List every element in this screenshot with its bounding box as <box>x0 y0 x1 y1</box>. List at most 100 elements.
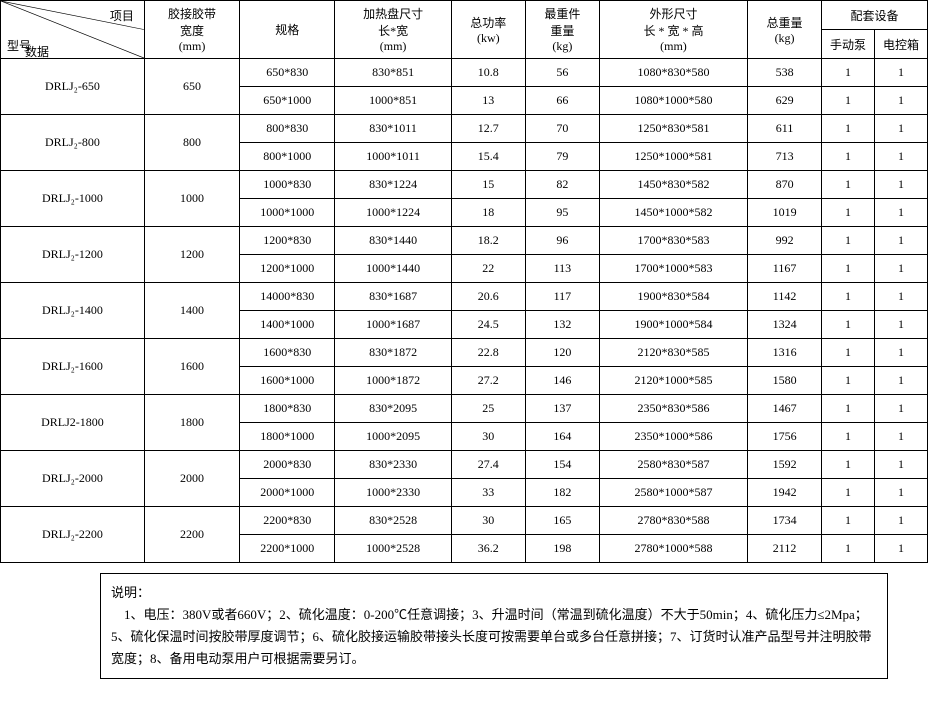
model-cell: DRLJ₂-1600 <box>1 339 145 395</box>
table-row: DRLJ₂-100010001000*830830*122415821450*8… <box>1 171 928 199</box>
data-cell: 56 <box>525 59 599 87</box>
spec-table: 项目数据型号胶接胶带 宽度 (mm)规格加热盘尺寸 长*宽 (mm)总功率 (k… <box>0 0 928 563</box>
data-cell: 1580 <box>748 367 822 395</box>
col-header-6: 总重量 (kg) <box>748 1 822 59</box>
data-cell: 96 <box>525 227 599 255</box>
data-cell: 2350*830*586 <box>599 395 747 423</box>
data-cell: 1316 <box>748 339 822 367</box>
model-cell: DRLJ₂-2000 <box>1 451 145 507</box>
data-cell: 830*1687 <box>335 283 451 311</box>
data-cell: 1080*1000*580 <box>599 87 747 115</box>
data-cell: 1000*2095 <box>335 423 451 451</box>
data-cell: 1600*830 <box>240 339 335 367</box>
data-cell: 1800*830 <box>240 395 335 423</box>
data-cell: 830*1440 <box>335 227 451 255</box>
data-cell: 1000*1000 <box>240 199 335 227</box>
data-cell: 25 <box>451 395 525 423</box>
data-cell: 830*2330 <box>335 451 451 479</box>
table-row: DRLJ₂-1400140014000*830830*168720.611719… <box>1 283 928 311</box>
data-cell: 12.7 <box>451 115 525 143</box>
data-cell: 2780*1000*588 <box>599 535 747 563</box>
data-cell: 1 <box>822 507 875 535</box>
data-cell: 870 <box>748 171 822 199</box>
data-cell: 1600*1000 <box>240 367 335 395</box>
data-cell: 1000*2528 <box>335 535 451 563</box>
data-cell: 830*1011 <box>335 115 451 143</box>
width-cell: 2200 <box>144 507 239 563</box>
data-cell: 1 <box>875 255 928 283</box>
diag-bot: 型号 <box>7 37 31 54</box>
model-cell: DRLJ₂-1400 <box>1 283 145 339</box>
data-cell: 1200*1000 <box>240 255 335 283</box>
width-cell: 650 <box>144 59 239 115</box>
data-cell: 830*2528 <box>335 507 451 535</box>
data-cell: 1900*830*584 <box>599 283 747 311</box>
table-row: DRLJ2-180018001800*830830*2095251372350*… <box>1 395 928 423</box>
data-cell: 70 <box>525 115 599 143</box>
data-cell: 650*830 <box>240 59 335 87</box>
data-cell: 2350*1000*586 <box>599 423 747 451</box>
data-cell: 164 <box>525 423 599 451</box>
data-cell: 1 <box>875 395 928 423</box>
data-cell: 1 <box>875 451 928 479</box>
data-cell: 10.8 <box>451 59 525 87</box>
col-header-4: 最重件 重量 (kg) <box>525 1 599 59</box>
data-cell: 2120*1000*585 <box>599 367 747 395</box>
data-cell: 120 <box>525 339 599 367</box>
data-cell: 1000*830 <box>240 171 335 199</box>
model-cell: DRLJ2-1800 <box>1 395 145 451</box>
data-cell: 1 <box>822 199 875 227</box>
data-cell: 1450*1000*582 <box>599 199 747 227</box>
data-cell: 1 <box>875 227 928 255</box>
data-cell: 1250*830*581 <box>599 115 747 143</box>
data-cell: 1734 <box>748 507 822 535</box>
data-cell: 20.6 <box>451 283 525 311</box>
data-cell: 36.2 <box>451 535 525 563</box>
data-cell: 830*851 <box>335 59 451 87</box>
col-header-2: 加热盘尺寸 长*宽 (mm) <box>335 1 451 59</box>
data-cell: 24.5 <box>451 311 525 339</box>
data-cell: 13 <box>451 87 525 115</box>
col-header-equipment: 配套设备 <box>822 1 928 30</box>
width-cell: 1000 <box>144 171 239 227</box>
data-cell: 1142 <box>748 283 822 311</box>
model-cell: DRLJ₂-800 <box>1 115 145 171</box>
data-cell: 1592 <box>748 451 822 479</box>
model-cell: DRLJ₂-1000 <box>1 171 145 227</box>
data-cell: 800*1000 <box>240 143 335 171</box>
width-cell: 1800 <box>144 395 239 451</box>
data-cell: 1000*1872 <box>335 367 451 395</box>
data-cell: 30 <box>451 423 525 451</box>
data-cell: 182 <box>525 479 599 507</box>
model-cell: DRLJ₂-2200 <box>1 507 145 563</box>
data-cell: 1 <box>822 283 875 311</box>
data-cell: 800*830 <box>240 115 335 143</box>
data-cell: 1 <box>822 479 875 507</box>
col-subheader-equip-0: 手动泵 <box>822 30 875 59</box>
col-header-1: 规格 <box>240 1 335 59</box>
data-cell: 165 <box>525 507 599 535</box>
table-row: DRLJ₂-200020002000*830830*233027.4154258… <box>1 451 928 479</box>
data-cell: 1167 <box>748 255 822 283</box>
data-cell: 1 <box>822 171 875 199</box>
data-cell: 1000*851 <box>335 87 451 115</box>
width-cell: 1400 <box>144 283 239 339</box>
width-cell: 1600 <box>144 339 239 395</box>
data-cell: 2780*830*588 <box>599 507 747 535</box>
data-cell: 1000*1440 <box>335 255 451 283</box>
data-cell: 82 <box>525 171 599 199</box>
data-cell: 1 <box>822 395 875 423</box>
data-cell: 1 <box>875 507 928 535</box>
width-cell: 800 <box>144 115 239 171</box>
data-cell: 1000*1224 <box>335 199 451 227</box>
data-cell: 27.4 <box>451 451 525 479</box>
data-cell: 1080*830*580 <box>599 59 747 87</box>
data-cell: 1 <box>875 59 928 87</box>
data-cell: 154 <box>525 451 599 479</box>
data-cell: 1 <box>875 171 928 199</box>
data-cell: 1700*830*583 <box>599 227 747 255</box>
data-cell: 1 <box>875 87 928 115</box>
data-cell: 1 <box>875 367 928 395</box>
model-cell: DRLJ₂-1200 <box>1 227 145 283</box>
data-cell: 1324 <box>748 311 822 339</box>
